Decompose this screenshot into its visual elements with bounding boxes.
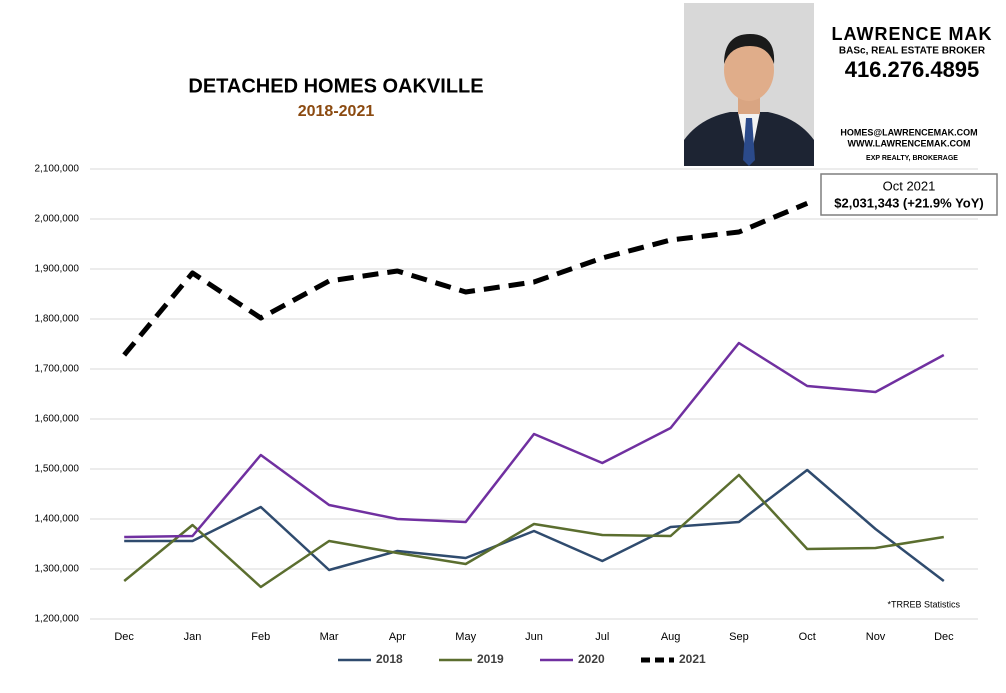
y-tick-label: 1,300,000: [35, 564, 80, 575]
x-tick-label: Aug: [661, 631, 681, 643]
y-tick-label: 1,400,000: [35, 514, 80, 525]
annotation-line: $2,031,343 (+21.9% YoY): [834, 195, 983, 210]
footnote: *TRREB Statistics: [887, 599, 960, 609]
x-tick-label: Jan: [184, 631, 202, 643]
y-tick-label: 2,000,000: [35, 214, 80, 225]
x-tick-label: Oct: [799, 631, 816, 643]
legend-label: 2021: [679, 652, 706, 666]
series-line: [124, 341, 945, 539]
x-tick-label: Jun: [525, 631, 543, 643]
series-line: [122, 200, 809, 357]
legend-label: 2019: [477, 652, 504, 666]
y-tick-label: 1,600,000: [35, 414, 80, 425]
y-tick-label: 1,700,000: [35, 364, 80, 375]
brand-name: LAWRENCE MAK: [832, 24, 993, 44]
x-tick-label: Nov: [866, 631, 886, 643]
x-tick-label: Dec: [934, 631, 954, 643]
series-line: [123, 473, 944, 589]
brand-brokerage: EXP REALTY, BROKERAGE: [866, 155, 958, 162]
y-tick-label: 1,200,000: [35, 614, 80, 625]
x-tick-label: Sep: [729, 631, 749, 643]
legend-label: 2020: [578, 652, 605, 666]
brand-credentials: BASc, REAL ESTATE BROKER: [839, 46, 986, 57]
photo: [684, 3, 814, 166]
y-tick-label: 2,100,000: [35, 164, 80, 175]
x-tick-label: Dec: [114, 631, 134, 643]
series-line: [124, 468, 945, 582]
chart-subtitle: 2018-2021: [298, 103, 375, 120]
x-tick-label: Feb: [251, 631, 270, 643]
x-tick-label: Apr: [389, 631, 406, 643]
y-tick-label: 1,900,000: [35, 264, 80, 275]
x-tick-label: May: [455, 631, 476, 643]
annotation-box: [820, 173, 998, 216]
brand-email: HOMES@LAWRENCEMAK.COM: [840, 127, 977, 137]
brand-phone: 416.276.4895: [845, 57, 980, 82]
y-tick-label: 1,800,000: [35, 314, 80, 325]
legend-label: 2018: [376, 652, 403, 666]
x-tick-label: Mar: [320, 631, 339, 643]
x-tick-label: Jul: [595, 631, 609, 643]
brand-website: WWW.LAWRENCEMAK.COM: [848, 138, 971, 148]
annotation-line: Oct 2021: [883, 178, 936, 193]
y-tick-label: 1,500,000: [35, 464, 80, 475]
chart-title: DETACHED HOMES OAKVILLE: [188, 75, 483, 97]
